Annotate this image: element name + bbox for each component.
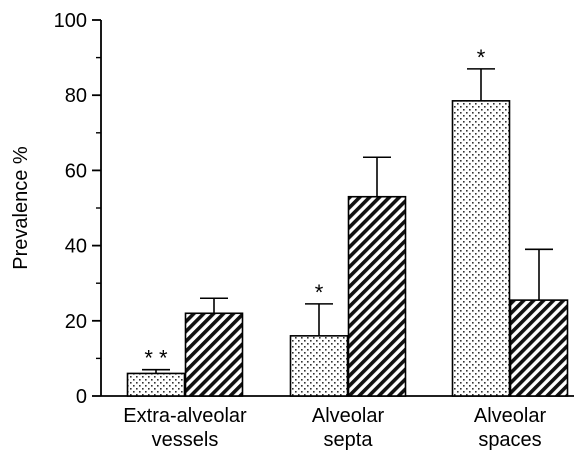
y-tick-label: 100	[54, 10, 87, 32]
y-tick-label: 20	[65, 311, 87, 333]
category-label-line1: Alveolar	[312, 405, 385, 427]
category-label-line2: septa	[324, 429, 374, 451]
bar-hatched	[347, 195, 407, 397]
bar-hatched	[509, 299, 569, 397]
significance-marker: *	[315, 280, 324, 305]
significance-marker: * *	[144, 346, 168, 371]
y-ticks: 0 20 40 60 80 100	[54, 10, 101, 408]
significance-marker: *	[477, 45, 486, 70]
bar-dotted	[126, 372, 186, 397]
y-tick-label: 0	[76, 386, 87, 408]
bars: * * * *	[126, 45, 569, 397]
category-label-line2: spaces	[478, 429, 541, 451]
y-axis-title: Prevalence %	[10, 146, 32, 270]
y-tick-label: 40	[65, 236, 87, 258]
category-label-line1: Alveolar	[474, 405, 547, 427]
category-labels: Extra-alveolarvesselsAlveolarseptaAlveol…	[123, 405, 546, 451]
category-label-line1: Extra-alveolar	[123, 405, 247, 427]
y-tick-label: 60	[65, 160, 87, 182]
category-label-line2: vessels	[152, 429, 219, 451]
bar-hatched	[184, 312, 244, 397]
bar-dotted	[289, 335, 349, 397]
bar-dotted	[451, 100, 511, 397]
y-tick-label: 80	[65, 85, 87, 107]
